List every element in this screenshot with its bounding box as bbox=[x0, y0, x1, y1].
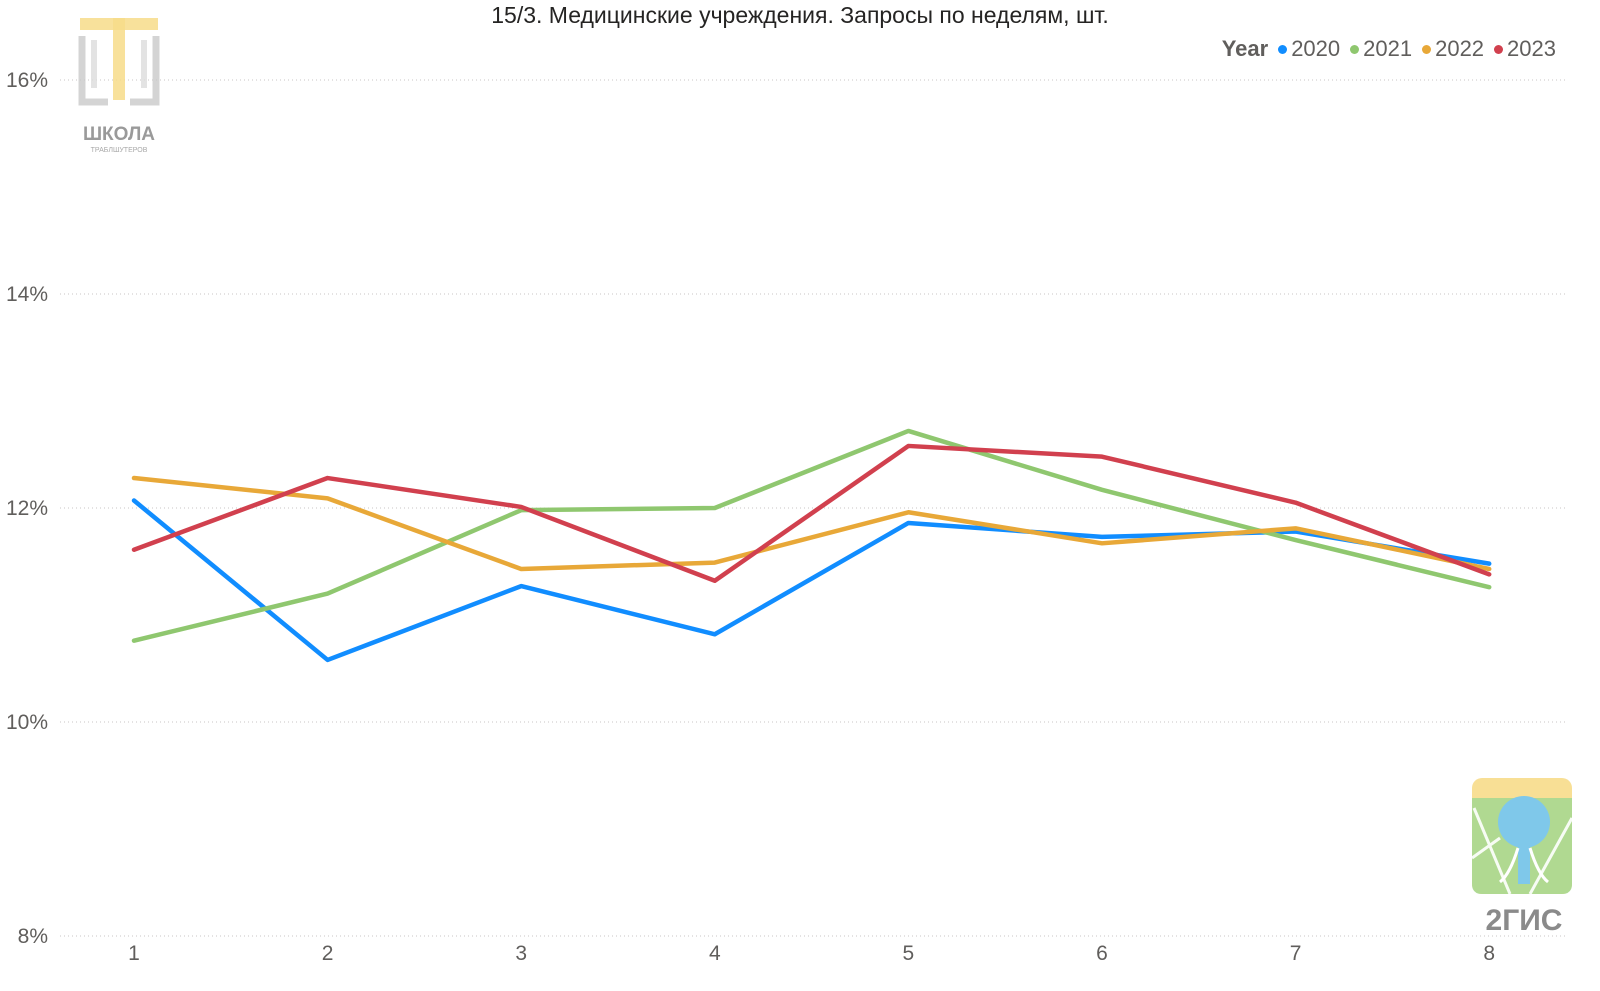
legend-label-2022: 2022 bbox=[1435, 36, 1485, 61]
legend-dot-2023 bbox=[1494, 44, 1504, 54]
y-tick-label: 14% bbox=[6, 283, 48, 306]
series-line-2022[interactable] bbox=[131, 475, 1492, 572]
y-tick-label: 16% bbox=[6, 69, 48, 92]
x-tick-label: 6 bbox=[1096, 942, 1108, 965]
legend-dot-2020 bbox=[1278, 44, 1288, 54]
x-tick-label: 8 bbox=[1483, 942, 1495, 965]
x-tick-label: 4 bbox=[709, 942, 721, 965]
y-tick-label: 12% bbox=[6, 497, 48, 520]
legend-title: Year bbox=[1221, 36, 1269, 61]
y-tick-label: 8% bbox=[18, 925, 48, 948]
school-logo: ШКОЛА ТРАБЛШУТЕРОВ bbox=[78, 18, 160, 154]
legend-dot-2021 bbox=[1350, 44, 1360, 54]
series-line-2023[interactable] bbox=[131, 443, 1492, 584]
series-line-2020[interactable] bbox=[131, 498, 1492, 663]
legend-item-2023[interactable]: 2023 bbox=[1494, 36, 1556, 62]
legend: Year 2020 2021 2022 2023 bbox=[1222, 36, 1562, 62]
legend-label-2023: 2023 bbox=[1507, 36, 1556, 61]
x-tick-label: 2 bbox=[322, 942, 334, 965]
x-tick-label: 5 bbox=[903, 942, 915, 965]
legend-item-2021[interactable]: 2021 bbox=[1350, 36, 1412, 62]
x-tick-label: 1 bbox=[128, 942, 140, 965]
legend-dot-2022 bbox=[1422, 44, 1432, 54]
x-tick-label: 7 bbox=[1290, 942, 1302, 965]
legend-item-2020[interactable]: 2020 bbox=[1278, 36, 1340, 62]
school-logo-text: ШКОЛА bbox=[83, 124, 155, 145]
x-tick-label: 3 bbox=[515, 942, 527, 965]
chart-title: 15/3. Медицинские учреждения. Запросы по… bbox=[491, 2, 1109, 28]
y-tick-label: 10% bbox=[6, 711, 48, 734]
gis-logo-text: 2ГИС bbox=[1486, 904, 1563, 937]
school-logo-subtext: ТРАБЛШУТЕРОВ bbox=[91, 147, 148, 154]
legend-item-2022[interactable]: 2022 bbox=[1422, 36, 1484, 62]
legend-label-2020: 2020 bbox=[1291, 36, 1341, 61]
legend-label-2021: 2021 bbox=[1363, 36, 1413, 61]
gis-logo: 2ГИС bbox=[1471, 778, 1574, 937]
